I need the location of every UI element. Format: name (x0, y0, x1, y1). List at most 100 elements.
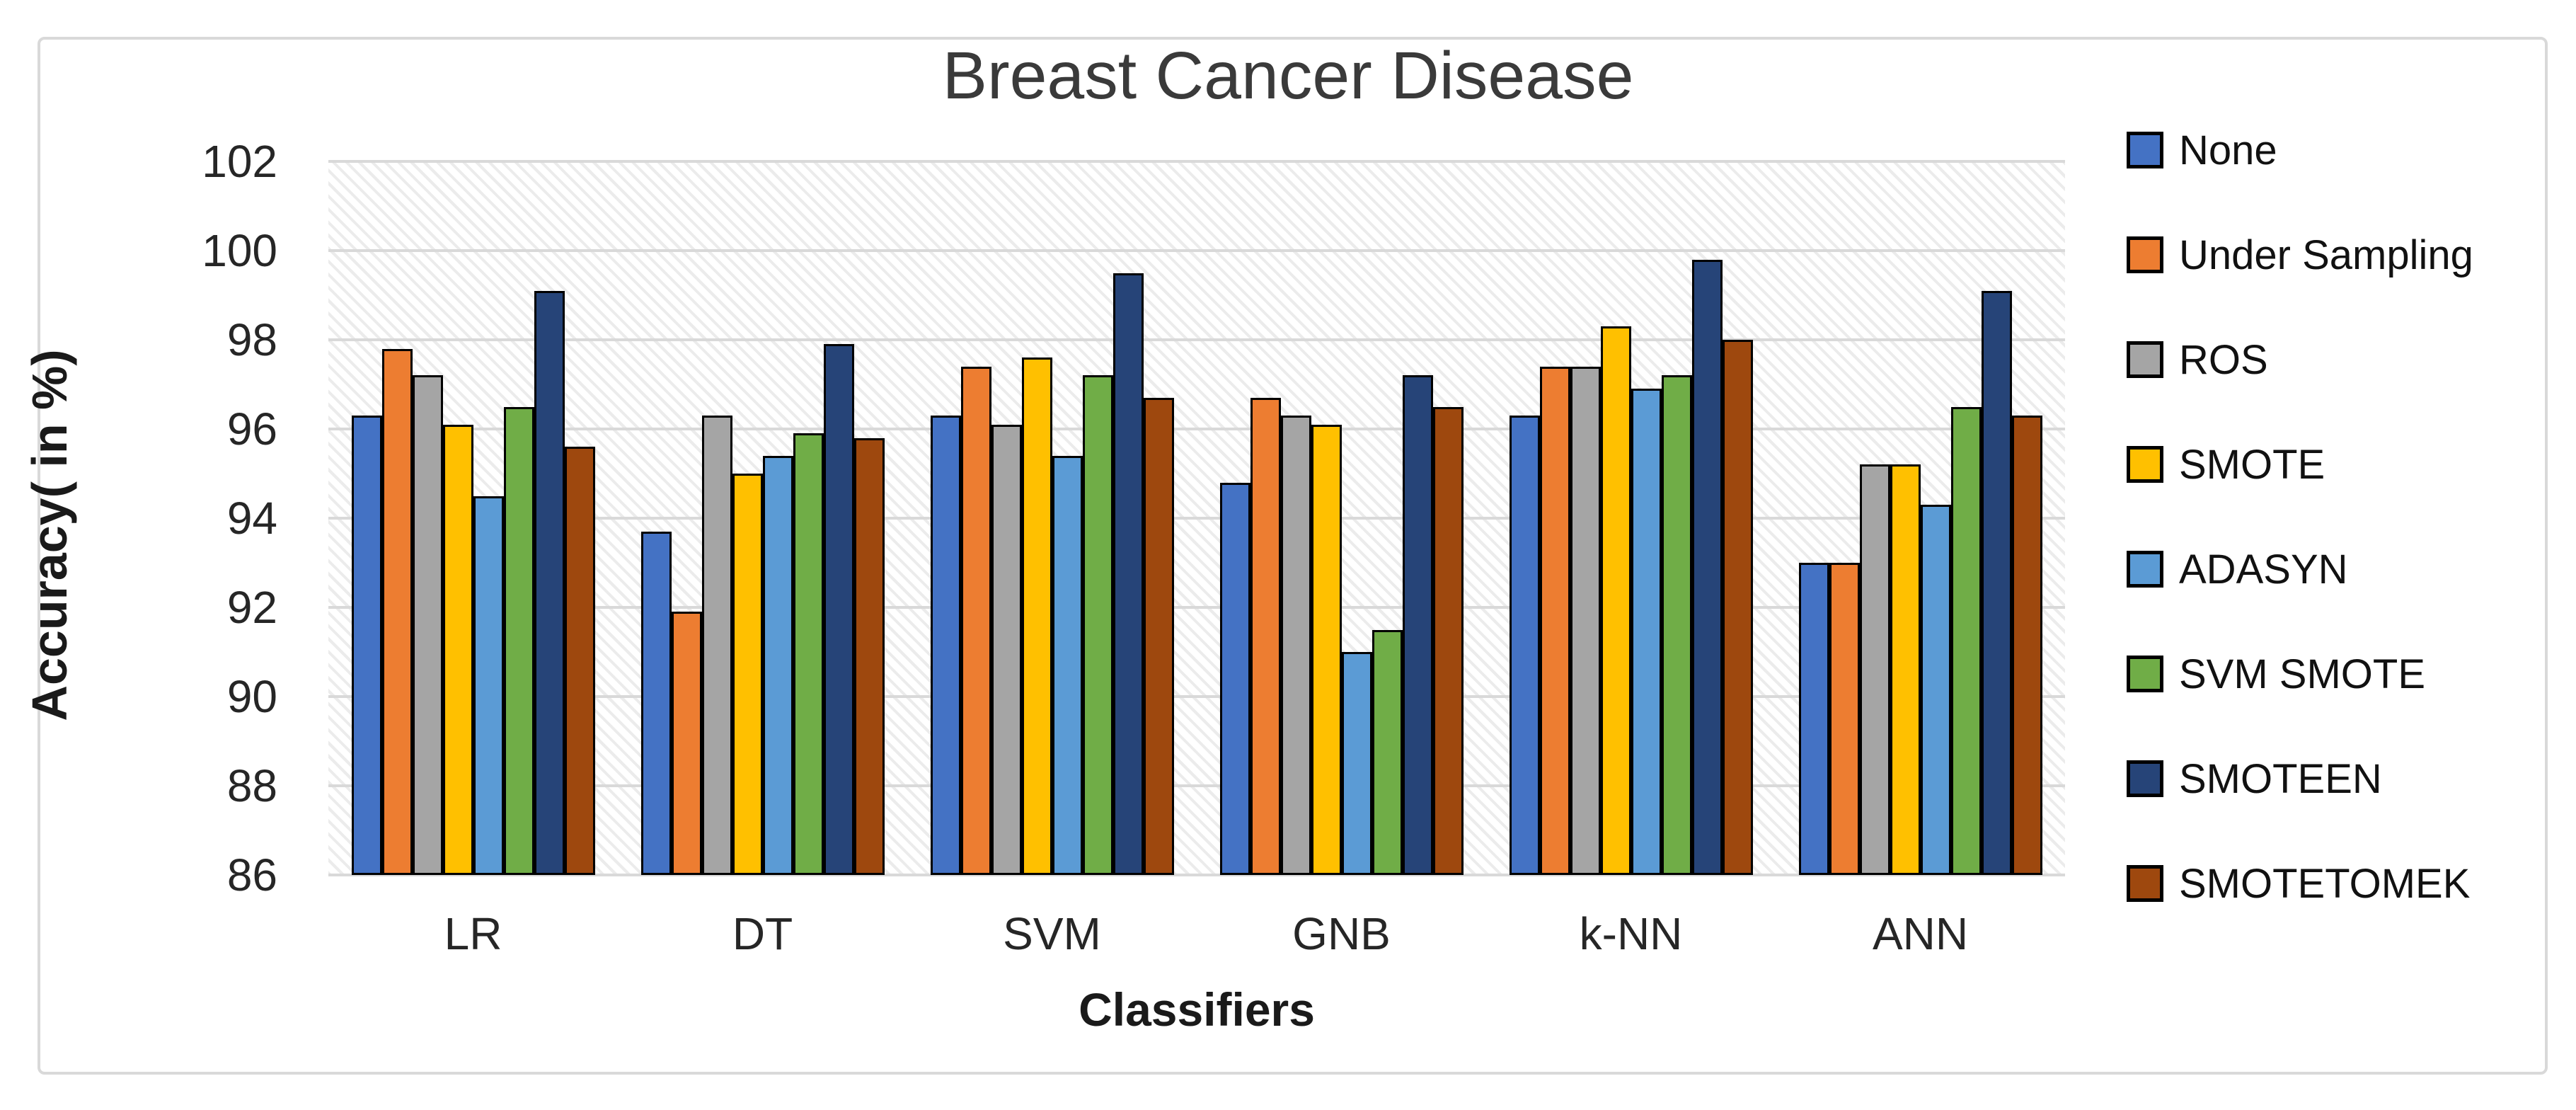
legend-swatch-icon (2127, 446, 2163, 483)
bar-DT-smote (732, 474, 763, 875)
bar-GNB-smote (1311, 424, 1342, 875)
bar-SVM-ros (991, 424, 1022, 875)
bar-ANN-ros (1859, 464, 1890, 875)
bar-ANN-svm-smote (1950, 406, 1982, 875)
bar-k-NN-svm-smote (1661, 375, 1692, 875)
bar-DT-none (640, 531, 672, 875)
y-tick-label: 94 (226, 493, 277, 544)
x-tick-label-LR: LR (444, 908, 502, 959)
legend-item-none: None (2127, 127, 2277, 173)
bar-SVM-svm-smote (1082, 375, 1113, 875)
legend-label: None (2179, 127, 2277, 173)
legend-swatch-icon (2127, 132, 2163, 168)
legend-label: SVM SMOTE (2179, 651, 2426, 697)
legend-label: SMOTETOMEK (2179, 860, 2471, 907)
bar-GNB-adasyn (1341, 652, 1372, 875)
bar-ANN-under-sampling (1829, 563, 1860, 875)
bar-GNB-svm-smote (1372, 629, 1403, 875)
legend-swatch-icon (2127, 760, 2163, 797)
gridline-88 (328, 784, 2065, 787)
gridline-102 (328, 160, 2065, 163)
bar-LR-smote (442, 424, 473, 875)
bar-ANN-none (1798, 563, 1829, 875)
y-axis-title: Accuracy( in %) (22, 349, 77, 721)
gridline-100 (328, 249, 2065, 252)
y-tick-label: 92 (226, 582, 277, 633)
x-axis-title: Classifiers (1079, 983, 1315, 1036)
bar-GNB-none (1219, 482, 1250, 875)
legend-item-smote: SMOTE (2127, 441, 2325, 488)
legend-label: Under Sampling (2179, 231, 2473, 278)
y-tick-label: 90 (226, 671, 277, 722)
x-tick-label-ANN: ANN (1872, 908, 1969, 959)
bar-LR-under-sampling (381, 348, 413, 875)
bar-k-NN-ros (1570, 366, 1601, 875)
bar-k-NN-under-sampling (1539, 366, 1570, 875)
legend-item-smotetomek: SMOTETOMEK (2127, 860, 2471, 907)
bar-k-NN-adasyn (1631, 389, 1662, 875)
legend-label: ADASYN (2179, 546, 2348, 593)
gridline-96 (328, 428, 2065, 430)
bar-k-NN-none (1509, 416, 1540, 875)
y-tick-label: 102 (202, 136, 277, 187)
bar-DT-ros (701, 416, 732, 875)
bar-LR-smoteen (534, 290, 565, 875)
bar-LR-adasyn (473, 496, 504, 875)
legend-swatch-icon (2127, 551, 2163, 588)
chart-title: Breast Cancer Disease (942, 38, 1634, 113)
bar-DT-adasyn (762, 455, 793, 875)
bar-GNB-smotetomek (1432, 406, 1464, 875)
plot-area (328, 160, 2065, 876)
legend-swatch-icon (2127, 341, 2163, 378)
legend-item-smoteen: SMOTEEN (2127, 755, 2382, 802)
bar-SVM-smotetomek (1143, 397, 1174, 875)
bar-k-NN-smote (1600, 326, 1631, 875)
bar-DT-under-sampling (671, 612, 702, 875)
bar-LR-none (351, 416, 382, 875)
legend-item-under-sampling: Under Sampling (2127, 231, 2473, 278)
legend-label: ROS (2179, 336, 2268, 383)
y-tick-label: 88 (226, 760, 277, 811)
bar-k-NN-smotetomek (1722, 340, 1753, 875)
y-tick-label: 96 (226, 404, 277, 454)
gridline-90 (328, 695, 2065, 698)
legend-item-adasyn: ADASYN (2127, 546, 2348, 593)
gridline-86 (328, 874, 2065, 876)
legend-label: SMOTE (2179, 441, 2325, 488)
x-tick-label-SVM: SVM (1003, 908, 1101, 959)
y-tick-label: 86 (226, 849, 277, 900)
bar-SVM-smote (1021, 357, 1052, 875)
bar-SVM-smoteen (1112, 273, 1144, 875)
bar-GNB-smoteen (1402, 375, 1433, 875)
bar-ANN-smoteen (1981, 290, 2012, 875)
legend-item-ros: ROS (2127, 336, 2268, 383)
bar-DT-svm-smote (793, 433, 824, 875)
bar-SVM-adasyn (1052, 455, 1083, 875)
bar-SVM-none (930, 416, 961, 875)
bar-ANN-smote (1890, 464, 1921, 875)
bar-DT-smoteen (823, 344, 854, 875)
x-tick-label-DT: DT (732, 908, 793, 959)
legend-swatch-icon (2127, 656, 2163, 692)
legend-swatch-icon (2127, 865, 2163, 902)
gridline-92 (328, 606, 2065, 609)
bar-DT-smotetomek (853, 437, 885, 875)
bar-LR-smotetomek (564, 447, 595, 875)
x-tick-label-GNB: GNB (1292, 908, 1391, 959)
bar-GNB-ros (1280, 416, 1311, 875)
legend-item-svm-smote: SVM SMOTE (2127, 651, 2426, 697)
legend-label: SMOTEEN (2179, 755, 2382, 802)
bar-k-NN-smoteen (1691, 259, 1723, 875)
gridline-98 (328, 338, 2065, 341)
bar-LR-ros (412, 375, 443, 875)
bar-ANN-adasyn (1920, 505, 1951, 875)
bar-ANN-smotetomek (2011, 416, 2042, 875)
bar-LR-svm-smote (503, 406, 534, 875)
gridline-94 (328, 517, 2065, 520)
y-tick-label: 100 (202, 225, 277, 276)
x-tick-label-k-NN: k-NN (1579, 908, 1683, 959)
y-tick-label: 98 (226, 314, 277, 365)
legend-swatch-icon (2127, 236, 2163, 273)
bar-SVM-under-sampling (960, 366, 991, 875)
bar-GNB-under-sampling (1250, 397, 1281, 875)
